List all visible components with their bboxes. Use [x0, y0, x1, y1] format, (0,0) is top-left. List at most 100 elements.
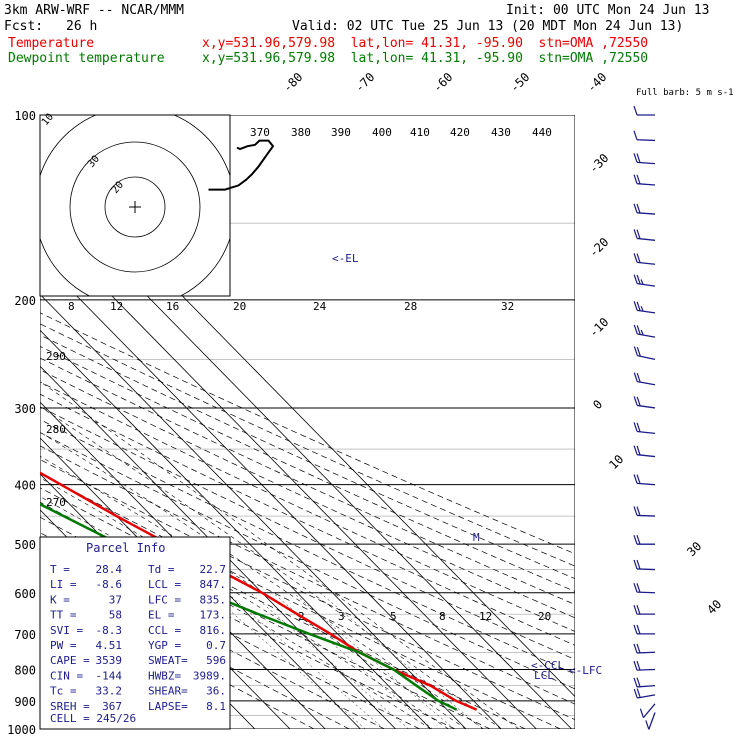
- isotherm-line: [40, 221, 537, 729]
- theta-label: 430: [491, 126, 511, 139]
- wind-barb-flag: [636, 660, 641, 671]
- wind-barb: [633, 445, 656, 458]
- skewed-temperature-label: -30: [586, 151, 611, 176]
- hodograph-speed-tick: 16: [166, 300, 179, 313]
- wind-barb: [633, 253, 656, 265]
- wind-barb-staff: [636, 139, 656, 142]
- parcel-key: LFC =: [148, 593, 181, 606]
- wind-barb: [633, 422, 656, 435]
- parcel-value: 0.7: [206, 639, 226, 652]
- wind-barb: [633, 643, 656, 654]
- wind-barb-flag: [633, 396, 638, 406]
- pressure-tick-label: 400: [14, 479, 36, 493]
- dry-adiabat: [40, 501, 491, 729]
- profile-annotation: M: [473, 531, 480, 544]
- parcel-value: 58: [109, 609, 122, 622]
- wind-barb-flag: [636, 325, 641, 335]
- pressure-tick-label: 700: [14, 628, 36, 642]
- pressure-tick-label: 300: [14, 402, 36, 416]
- parcel-key: SHEAR=: [148, 685, 188, 698]
- parcel-value: -8.6: [96, 578, 123, 591]
- parcel-value: 816.: [200, 624, 227, 637]
- dry-adiabat: [40, 564, 350, 729]
- pressure-tick-label: 500: [14, 538, 36, 552]
- parcel-info-title: Parcel Info: [86, 541, 165, 555]
- wind-barb-flag: [636, 372, 641, 383]
- wind-barb: [633, 660, 656, 671]
- parcel-key: SREH =: [50, 700, 90, 713]
- wind-barb-flag: [633, 324, 638, 335]
- dry-adiabat: [40, 406, 575, 660]
- hodograph-ring: [69, 141, 201, 273]
- wind-barb-staff: [637, 354, 656, 360]
- isotherm-line: [40, 329, 432, 729]
- wind-barb-staff: [637, 454, 656, 458]
- profile-annotation: LCL: [534, 669, 554, 682]
- parcel-value: 28.4: [96, 563, 123, 576]
- wind-barb-flag: [633, 174, 638, 184]
- wind-barb-flag: [640, 279, 644, 285]
- wind-barb: [633, 506, 656, 517]
- wind-barb-flag: [636, 534, 641, 545]
- parcel-key: K =: [50, 593, 70, 606]
- wind-barb-flag: [636, 506, 641, 516]
- parcel-value: 367: [102, 700, 122, 713]
- wind-barb: [633, 130, 656, 142]
- skewed-temperature-label: 30: [684, 539, 704, 559]
- parcel-info-box: [39, 536, 231, 730]
- skewed-temperature-label: -20: [586, 235, 611, 260]
- wind-barb-flag: [633, 346, 638, 356]
- parcel-key: EL =: [148, 609, 175, 622]
- wind-barb: [633, 346, 656, 360]
- profile-annotation: <-CCL: [531, 659, 564, 672]
- wind-barb: [633, 105, 655, 116]
- wind-barb-staff: [636, 651, 656, 654]
- skewed-temperature-label: -60: [430, 70, 455, 95]
- dry-adiabat: [40, 473, 561, 729]
- skewed-temperature-label: -10: [586, 315, 611, 340]
- theta-label: 440: [532, 126, 552, 139]
- hodograph-speed-tick: 8: [68, 300, 75, 313]
- wind-barb: [633, 153, 656, 165]
- mixing-ratio-label: 20: [538, 610, 551, 623]
- wind-barb-flag: [636, 474, 641, 484]
- skewed-temperature-label: 0: [590, 397, 605, 412]
- parcel-key: TT =: [50, 609, 77, 622]
- parcel-value: 36.: [206, 685, 226, 698]
- wind-barb: [633, 534, 655, 545]
- parcel-key: SWEAT=: [148, 654, 188, 667]
- parcel-key: LCL =: [148, 578, 181, 591]
- hodograph-ring: [104, 176, 166, 238]
- wind-barb-staff: [637, 261, 656, 265]
- wind-barb: [633, 274, 656, 287]
- parcel-value: 4.51: [96, 639, 123, 652]
- dry-adiabat: [40, 312, 575, 555]
- parcel-value: 835.: [200, 593, 227, 606]
- hodograph-speed-tick: 12: [110, 300, 123, 313]
- forecast-hour: 26 h: [66, 19, 98, 34]
- theta-label: 410: [410, 126, 430, 139]
- wind-barb-flag: [636, 301, 641, 311]
- parcel-value: 596: [206, 654, 226, 667]
- wind-barb: [633, 582, 656, 594]
- parcel-key: CAPE =: [50, 654, 90, 667]
- dry-adiabat: [40, 323, 575, 567]
- wind-barb-flag: [636, 274, 641, 285]
- skewed-temperature-label: -70: [352, 70, 377, 95]
- wind-barb-flag: [633, 372, 638, 382]
- wind-barb-flag: [633, 534, 638, 545]
- temperature-legend: Temperature: [8, 36, 95, 51]
- wind-barb-flag: [633, 474, 638, 484]
- skewed-temperature-label: 40: [704, 597, 724, 617]
- wind-barb-flag: [636, 624, 641, 635]
- wind-barb-flag: [645, 720, 650, 730]
- wind-barb-flag: [636, 445, 641, 456]
- theta-label: 280: [46, 423, 66, 436]
- parcel-key: SVI =: [50, 624, 83, 637]
- parcel-key: PW =: [50, 639, 77, 652]
- wind-barb-flag: [633, 253, 638, 263]
- wind-barb-flag: [636, 174, 641, 185]
- parcel-value: 22.7: [200, 563, 227, 576]
- init-time: Init: 00 UTC Mon 24 Jun 13: [506, 3, 710, 18]
